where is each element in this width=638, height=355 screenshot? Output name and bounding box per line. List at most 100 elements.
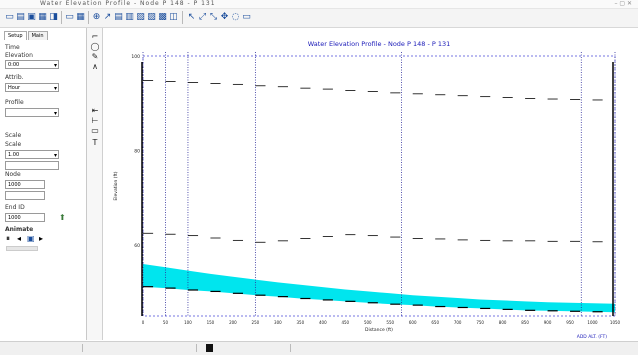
x-tick-label: 400 xyxy=(319,320,327,325)
chevron-down-icon: ▾ xyxy=(53,85,57,92)
chevron-down-icon: ▾ xyxy=(53,110,57,117)
window-controls[interactable]: – ▢ ✕ xyxy=(614,0,632,7)
y-tick-label: 80 xyxy=(134,149,140,155)
x-tick-label: 600 xyxy=(409,320,417,325)
x-tick-label: 150 xyxy=(207,320,215,325)
zoom-extent-icon[interactable]: ⤢ xyxy=(198,12,207,22)
status-bar xyxy=(0,341,638,355)
chart-icon[interactable]: ▥ xyxy=(125,12,134,22)
node-label: Node xyxy=(5,171,21,178)
scale-label: Scale xyxy=(5,132,22,139)
scale-caption: Scale xyxy=(5,141,22,148)
refresh-icon[interactable]: ⬆ xyxy=(59,213,66,222)
rect-icon[interactable]: ▭ xyxy=(91,126,99,135)
x-tick-label: 1000 xyxy=(587,320,598,325)
new-icon[interactable]: ▭ xyxy=(5,12,14,22)
x-tick-label: 0 xyxy=(142,320,145,325)
node-icon[interactable]: ◌ xyxy=(231,12,240,22)
move-icon[interactable]: ⊢ xyxy=(91,116,99,125)
attrib-select[interactable]: Hour ▾ xyxy=(5,83,59,92)
node-id-input[interactable]: 1000 xyxy=(5,213,45,222)
x-tick-label: 1050 xyxy=(610,320,621,325)
end-id-label: End ID xyxy=(5,204,25,211)
y-tick-label: 100 xyxy=(131,54,140,60)
x-axis-label: Distance (ft) xyxy=(365,327,393,333)
preview-icon[interactable]: ◨ xyxy=(49,12,58,22)
table-icon[interactable]: ▤ xyxy=(114,12,123,22)
chevron-down-icon: ▾ xyxy=(53,62,57,69)
pointer-icon[interactable]: ⌐ xyxy=(91,32,99,41)
export-icon[interactable]: ◫ xyxy=(169,12,178,22)
y-tick-label: 60 xyxy=(134,243,140,249)
window-titlebar: Water Elevation Profile - Node P 148 - P… xyxy=(0,0,638,9)
x-tick-label: 350 xyxy=(297,320,305,325)
left-panel: Setup Main Time Elevation 0:00 ▾ Attrib. H… xyxy=(0,28,87,340)
time-select[interactable]: 0:00 ▾ xyxy=(5,60,59,69)
chart-title: Water Elevation Profile - Node P 148 - P… xyxy=(308,40,451,48)
chevron-down-icon: ▾ xyxy=(53,152,57,159)
toolbar-separator xyxy=(88,11,89,24)
save-icon[interactable]: ▣ xyxy=(27,12,36,22)
step-back-icon[interactable]: ◂ xyxy=(17,234,22,243)
x-tick-label: 750 xyxy=(476,320,484,325)
scale-input[interactable] xyxy=(5,161,59,170)
layer-icon[interactable]: ▨ xyxy=(147,12,156,22)
footer-text: ADD ALT. (FT) xyxy=(577,334,607,340)
print-icon[interactable]: ▦ xyxy=(38,12,47,22)
stop-icon[interactable]: ▣ xyxy=(27,234,35,243)
zoom-in-icon[interactable]: ⤡ xyxy=(209,12,218,22)
tab-main[interactable]: Main xyxy=(27,31,48,40)
time-select-value: 0:00 xyxy=(8,62,20,68)
plot-frame: Water Elevation Profile - Node P 148 - P… xyxy=(103,28,631,340)
x-tick-label: 700 xyxy=(454,320,462,325)
pan-icon[interactable]: ✎ xyxy=(91,52,99,61)
toolbar: ▭ ▤ ▣ ▦ ◨ ▭ ▦ ⊕ ↗ ▤ ▥ ▧ ▨ ▩ ◫ ↖ ⤢ ⤡ ✥ ◌ … xyxy=(0,9,638,28)
scale-select[interactable]: 1.00 ▾ xyxy=(5,150,59,159)
x-tick-label: 100 xyxy=(184,320,192,325)
node-id-value: 1000 xyxy=(8,215,21,221)
vertical-toolbar: ⌐ ◯ ✎ ∧ ⇤ ⊢ ▭ T xyxy=(87,28,103,340)
zoom-icon[interactable]: ◯ xyxy=(90,42,100,51)
x-tick-label: 300 xyxy=(274,320,282,325)
attrib-label: Attrib. xyxy=(5,74,24,81)
open-icon[interactable]: ▤ xyxy=(16,12,25,22)
label-icon[interactable]: T xyxy=(92,138,98,147)
report-icon[interactable]: ▧ xyxy=(136,12,145,22)
start-id-input[interactable]: 1000 xyxy=(5,180,45,189)
elevation-label: Elevation xyxy=(5,52,33,59)
pipe-band xyxy=(143,264,615,313)
copy-icon[interactable]: ▭ xyxy=(65,12,74,22)
status-panel-1 xyxy=(2,344,83,352)
panel-tabs: Setup Main xyxy=(4,31,49,40)
profile-label: Profile xyxy=(5,99,24,106)
time-label: Time xyxy=(5,44,20,51)
start-id-value: 1000 xyxy=(8,182,21,188)
status-panel-3 xyxy=(230,344,291,352)
profile-select[interactable]: ▾ xyxy=(5,108,59,117)
status-panel-2 xyxy=(86,344,197,352)
label-icon[interactable]: ▭ xyxy=(242,12,251,22)
pause-icon[interactable]: ⏸ xyxy=(6,234,10,243)
arrow-icon[interactable]: ⇤ xyxy=(91,106,99,115)
x-tick-label: 850 xyxy=(521,320,529,325)
animate-slider[interactable] xyxy=(6,246,38,251)
elevation-profile-chart: Water Elevation Profile - Node P 148 - P… xyxy=(113,40,621,340)
zoom-icon[interactable]: ⊕ xyxy=(92,12,101,22)
play-icon[interactable]: ▸ xyxy=(39,234,44,243)
line-icon[interactable]: ↗ xyxy=(103,12,112,22)
y-axis-label: Elevation (ft) xyxy=(113,171,119,200)
text-icon[interactable]: ∧ xyxy=(92,62,98,71)
tab-setup[interactable]: Setup xyxy=(4,31,27,40)
end-id-input[interactable] xyxy=(5,191,45,200)
x-tick-label: 550 xyxy=(386,320,394,325)
pan-icon[interactable]: ✥ xyxy=(220,12,229,22)
legend-icon[interactable]: ▩ xyxy=(158,12,167,22)
attrib-select-value: Hour xyxy=(8,85,21,91)
pointer-icon[interactable]: ↖ xyxy=(187,12,196,22)
x-tick-label: 250 xyxy=(252,320,260,325)
animate-label: Animate xyxy=(5,226,34,233)
plot-area xyxy=(142,55,616,317)
x-tick-label: 650 xyxy=(431,320,439,325)
grid-icon[interactable]: ▦ xyxy=(76,12,85,22)
x-tick-label: 50 xyxy=(163,320,169,325)
